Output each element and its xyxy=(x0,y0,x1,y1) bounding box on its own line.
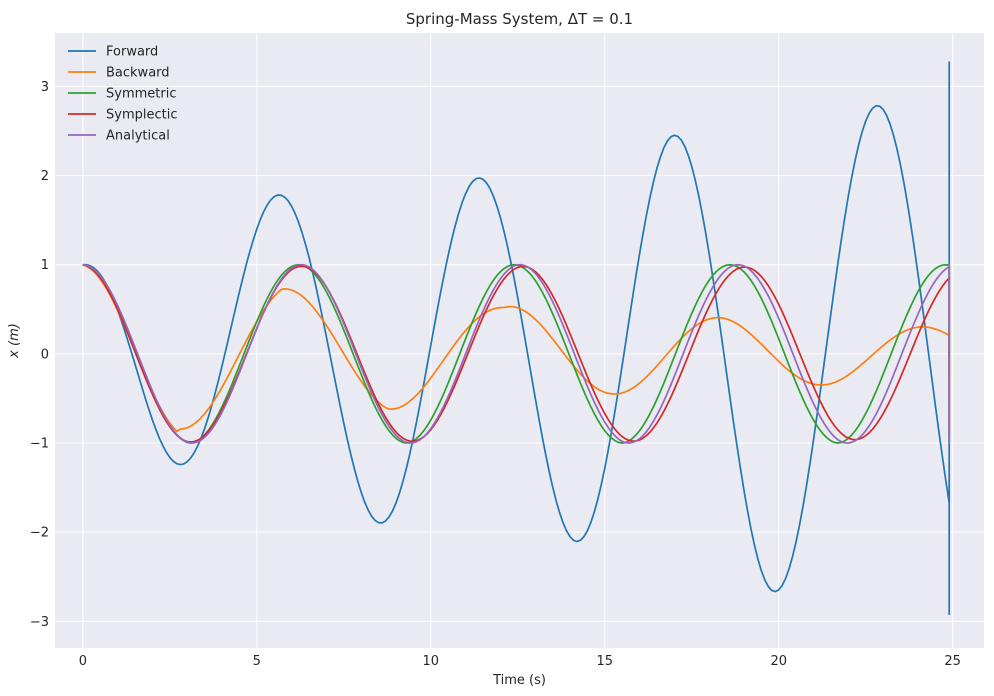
x-tick-label: 5 xyxy=(253,654,261,669)
y-tick-label: 3 xyxy=(41,80,49,95)
series-lines xyxy=(82,61,951,616)
x-tick-label: 10 xyxy=(423,654,440,669)
y-tick-label: 2 xyxy=(41,169,49,184)
y-tick-label: −3 xyxy=(30,615,49,630)
y-tick-label: 0 xyxy=(41,347,49,362)
legend-label: Symmetric xyxy=(106,87,176,102)
legend-item-symplectic: Symplectic xyxy=(68,108,177,123)
x-axis-label: Time (s) xyxy=(492,673,546,688)
y-axis-label: x (m) xyxy=(7,323,22,359)
x-tick-label: 15 xyxy=(596,654,613,669)
legend-item-analytical: Analytical xyxy=(68,129,170,144)
legend: Forward Backward Symmetric Symplectic Analyt… xyxy=(68,45,177,144)
plot-area xyxy=(55,33,984,648)
x-tick-label: 0 xyxy=(79,654,87,669)
series-forward-line xyxy=(82,61,951,616)
legend-item-symmetric: Symmetric xyxy=(68,87,176,102)
legend-label: Analytical xyxy=(106,129,170,144)
x-tick-label: 20 xyxy=(770,654,787,669)
legend-item-forward: Forward xyxy=(68,45,158,60)
tick-labels: 0 5 10 15 20 25 −3 −2 −1 0 1 2 3 xyxy=(30,80,961,669)
chart-title: Spring-Mass System, ΔT = 0.1 xyxy=(406,10,633,28)
legend-label: Symplectic xyxy=(106,108,177,123)
y-tick-label: −2 xyxy=(30,526,49,541)
legend-label: Forward xyxy=(106,45,158,60)
legend-item-backward: Backward xyxy=(68,66,170,81)
y-tick-label: 1 xyxy=(41,258,49,273)
y-tick-label: −1 xyxy=(30,437,49,452)
series-analytical-line xyxy=(82,263,951,444)
x-tick-label: 25 xyxy=(944,654,961,669)
legend-label: Backward xyxy=(106,66,170,81)
